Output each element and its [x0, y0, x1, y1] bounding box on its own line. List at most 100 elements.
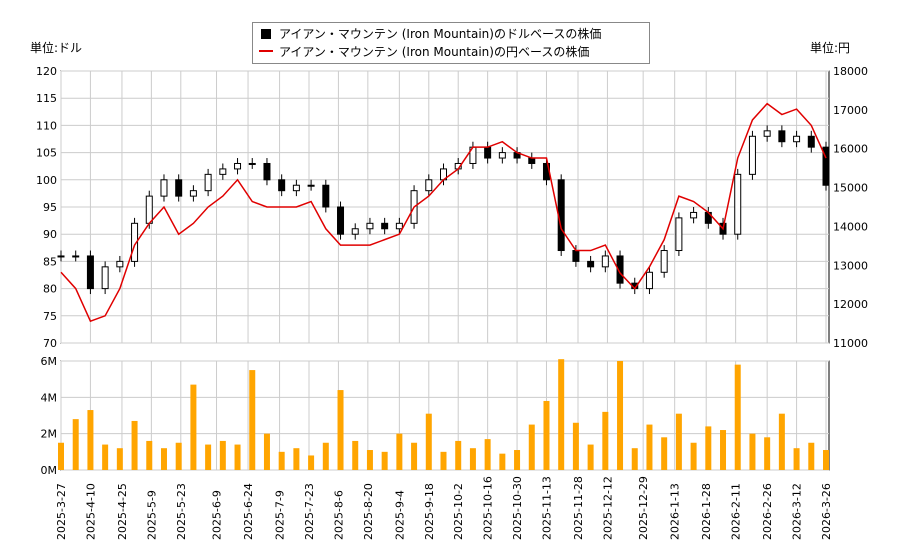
volume-bar [175, 442, 182, 470]
x-tick-label: 2025-7-9 [274, 490, 287, 540]
candle-body [189, 190, 197, 197]
candle-body [484, 146, 492, 159]
volume-bar [572, 422, 579, 470]
x-tick-label: 2025-8-6 [332, 490, 345, 540]
candle-body [395, 222, 403, 230]
x-tick-label: 2025-5-9 [145, 490, 158, 540]
volume-bar [690, 442, 697, 470]
candle-body [263, 162, 271, 181]
x-tick-label: 2025-11-28 [572, 476, 585, 540]
volume-bar [543, 400, 550, 470]
volume-bar [749, 433, 756, 470]
candle-body [425, 179, 433, 192]
volume-bar [116, 448, 123, 470]
candle-body [278, 179, 286, 192]
volume-bar [205, 444, 212, 470]
legend-item-usd: アイアン・マウンテン (Iron Mountain)のドルベースの株価 [259, 25, 601, 43]
left-y-tick-label: 90 [43, 228, 57, 241]
volume-bar [675, 413, 682, 470]
candle-body [498, 152, 506, 159]
right-y-tick-label: 17000 [833, 104, 868, 117]
candle-body [337, 206, 345, 235]
left-y-tick-label: 80 [43, 283, 57, 296]
volume-bar [87, 410, 94, 470]
left-y-tick-label: 75 [43, 310, 57, 323]
volume-bar [425, 413, 432, 470]
candle-body [587, 260, 595, 268]
volume-bar [381, 451, 388, 470]
legend-label-jpy: アイアン・マウンテン (Iron Mountain)の円ベースの株価 [279, 45, 590, 59]
volume-bar [734, 364, 741, 470]
volume-bar [602, 411, 609, 470]
volume-bar [160, 448, 167, 470]
legend-swatch-usd [261, 29, 271, 39]
x-tick-label: 2025-10-30 [511, 476, 524, 540]
volume-bar [484, 439, 491, 470]
candle-body [175, 179, 183, 197]
candle-body [778, 130, 786, 143]
volume-bar [278, 451, 285, 470]
volume-bar [249, 370, 256, 470]
volume-bar [72, 419, 79, 470]
volume-bar [322, 442, 329, 470]
x-tick-label: 2025-12-12 [601, 476, 614, 540]
volume-bar [411, 442, 418, 470]
candle-body [86, 255, 94, 290]
candle-body [292, 184, 300, 192]
x-tick-label: 2026-3-26 [820, 483, 833, 540]
candle-body [660, 250, 668, 273]
legend-label-usd: アイアン・マウンテン (Iron Mountain)のドルベースの株価 [279, 27, 602, 41]
candle-body [248, 162, 256, 165]
volume-bar [352, 440, 359, 470]
x-tick-label: 2025-6-24 [242, 483, 255, 540]
jpy-price-line [60, 102, 827, 323]
volume-bar [587, 444, 594, 470]
x-tick-label: 2025-12-29 [637, 476, 650, 540]
left-y-tick-label: 120 [36, 65, 57, 78]
x-tick-label: 2025-5-23 [175, 483, 188, 540]
candle-body [160, 179, 168, 197]
left-y-tick-label: 105 [36, 147, 57, 160]
volume-bar [293, 448, 300, 470]
volume-tick-label: 0M [41, 464, 58, 477]
volume-bar [720, 430, 727, 470]
right-y-tick-label: 14000 [833, 220, 868, 233]
candle-body [690, 211, 698, 219]
candle-body [57, 255, 65, 258]
x-tick-label: 2025-3-27 [55, 483, 68, 540]
volume-bar [337, 390, 344, 470]
candle-body [351, 228, 359, 235]
volume-bar [219, 440, 226, 470]
candle-body [616, 255, 624, 284]
left-y-tick-label: 95 [43, 201, 57, 214]
x-tick-label: 2026-3-12 [791, 483, 804, 540]
volume-bar [514, 450, 521, 470]
candle-body [234, 162, 242, 170]
volume-bar [146, 440, 153, 470]
candle-body [645, 271, 653, 290]
candle-body [72, 255, 80, 258]
volume-bar [440, 451, 447, 470]
candle-body [204, 173, 212, 192]
candle-body [131, 222, 139, 262]
volume-tick-label: 2M [41, 428, 58, 441]
legend-swatch-jpy [259, 50, 273, 52]
right-y-tick-label: 15000 [833, 182, 868, 195]
x-tick-label: 2025-4-25 [116, 483, 129, 540]
candle-body [572, 250, 580, 262]
left-y-tick-label: 100 [36, 174, 57, 187]
candle-body [307, 184, 315, 187]
candle-body [601, 255, 609, 268]
candle-body [145, 195, 153, 224]
x-tick-label: 2025-7-23 [303, 483, 316, 540]
volume-bar [764, 437, 771, 470]
right-y-tick-label: 11000 [833, 337, 868, 350]
volume-bar [617, 361, 624, 470]
candle-body [807, 135, 815, 148]
candle-body [822, 146, 830, 186]
x-tick-label: 2025-9-18 [423, 483, 436, 540]
volume-bar [366, 450, 373, 470]
volume-bar [558, 359, 565, 470]
volume-bar [263, 433, 270, 470]
volume-bar [308, 455, 315, 470]
